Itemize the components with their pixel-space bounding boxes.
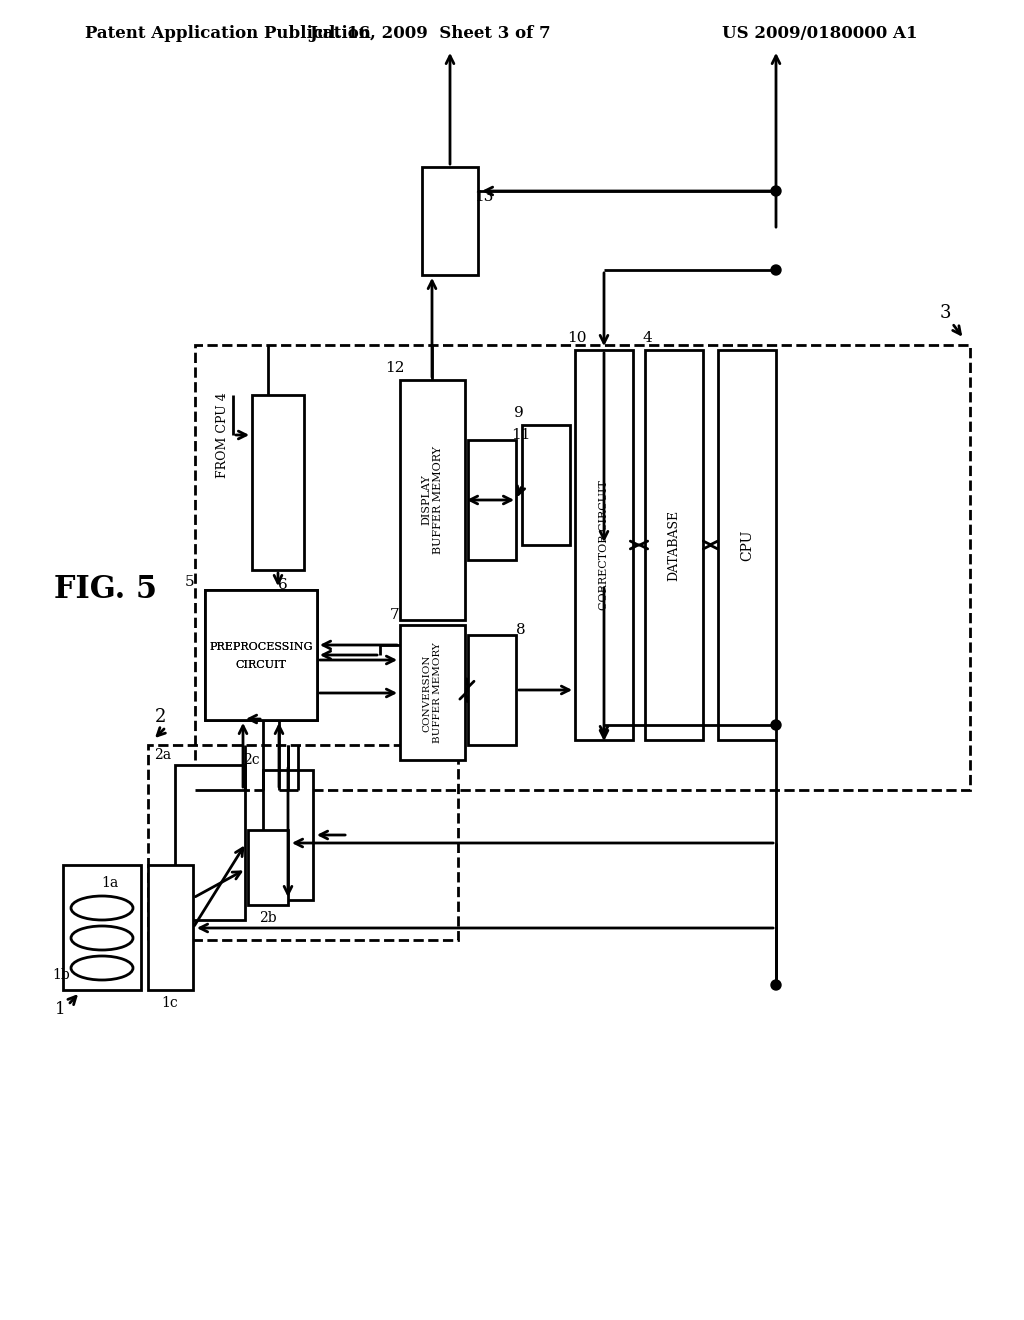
Text: 11: 11: [511, 428, 530, 442]
Circle shape: [771, 719, 781, 730]
Bar: [205, 590, 317, 719]
Text: 1c: 1c: [162, 997, 178, 1010]
Text: 8: 8: [516, 623, 525, 638]
Bar: [575, 350, 633, 741]
Text: 2c: 2c: [243, 752, 259, 767]
Bar: [148, 744, 458, 940]
Circle shape: [771, 265, 781, 275]
Text: Patent Application Publication: Patent Application Publication: [85, 25, 371, 41]
Text: 2a: 2a: [155, 748, 172, 762]
Bar: [175, 766, 245, 920]
Ellipse shape: [71, 927, 133, 950]
Bar: [468, 635, 516, 744]
Ellipse shape: [71, 896, 133, 920]
Text: 2: 2: [155, 708, 166, 726]
Text: DISPLAY
BUFFER MEMORY: DISPLAY BUFFER MEMORY: [421, 446, 442, 554]
Bar: [522, 425, 570, 545]
Text: FIG. 5: FIG. 5: [53, 574, 157, 606]
Text: CIRCUIT: CIRCUIT: [236, 660, 287, 671]
Bar: [422, 168, 478, 275]
Bar: [400, 380, 465, 620]
Bar: [252, 395, 304, 570]
Text: Jul. 16, 2009  Sheet 3 of 7: Jul. 16, 2009 Sheet 3 of 7: [309, 25, 551, 41]
Text: FROM CPU 4: FROM CPU 4: [216, 392, 229, 478]
Bar: [248, 830, 288, 906]
Text: 10: 10: [567, 331, 587, 345]
Bar: [205, 590, 317, 719]
Text: 1: 1: [54, 1002, 66, 1019]
Text: CIRCUIT: CIRCUIT: [236, 660, 287, 671]
Text: 3: 3: [939, 304, 950, 322]
Bar: [63, 865, 141, 990]
Text: 1b: 1b: [52, 968, 70, 982]
Text: CONVERSION
BUFFER MEMORY: CONVERSION BUFFER MEMORY: [422, 643, 441, 743]
Text: PREPROCESSING: PREPROCESSING: [209, 642, 312, 652]
Text: 13: 13: [474, 190, 494, 205]
Text: US 2009/0180000 A1: US 2009/0180000 A1: [722, 25, 918, 41]
Text: 1a: 1a: [101, 876, 119, 890]
Text: CPU: CPU: [740, 529, 754, 561]
Text: 2b: 2b: [259, 911, 276, 925]
Bar: [263, 770, 313, 900]
Text: 7: 7: [390, 609, 399, 622]
Text: 5: 5: [185, 576, 195, 589]
Bar: [148, 865, 193, 990]
Text: DATABASE: DATABASE: [668, 510, 681, 581]
Bar: [645, 350, 703, 741]
Text: 12: 12: [385, 360, 404, 375]
Bar: [195, 345, 970, 789]
Text: 6: 6: [279, 578, 288, 591]
Text: CORRECTOR CIRCUIT: CORRECTOR CIRCUIT: [599, 480, 609, 610]
Circle shape: [771, 979, 781, 990]
Bar: [468, 440, 516, 560]
Bar: [400, 624, 465, 760]
Text: 4: 4: [642, 331, 652, 345]
Ellipse shape: [71, 956, 133, 979]
Text: 9: 9: [514, 407, 524, 420]
Bar: [718, 350, 776, 741]
Text: PREPROCESSING: PREPROCESSING: [209, 642, 312, 652]
Circle shape: [771, 186, 781, 195]
